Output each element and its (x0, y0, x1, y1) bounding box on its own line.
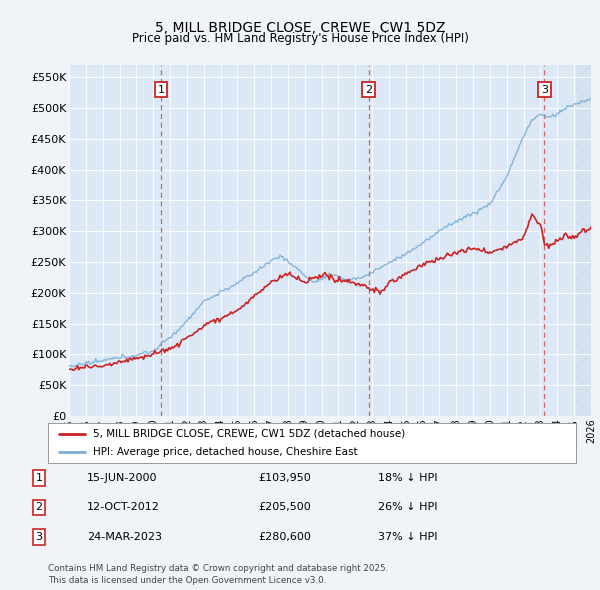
Text: 2: 2 (365, 84, 372, 94)
Text: Price paid vs. HM Land Registry's House Price Index (HPI): Price paid vs. HM Land Registry's House … (131, 32, 469, 45)
Text: 26% ↓ HPI: 26% ↓ HPI (378, 503, 437, 512)
Text: 12-OCT-2012: 12-OCT-2012 (87, 503, 160, 512)
Text: 1: 1 (157, 84, 164, 94)
Text: £280,600: £280,600 (258, 532, 311, 542)
Text: 15-JUN-2000: 15-JUN-2000 (87, 473, 157, 483)
Text: 18% ↓ HPI: 18% ↓ HPI (378, 473, 437, 483)
Text: £103,950: £103,950 (258, 473, 311, 483)
Text: 1: 1 (35, 473, 43, 483)
Text: 3: 3 (35, 532, 43, 542)
Text: Contains HM Land Registry data © Crown copyright and database right 2025.
This d: Contains HM Land Registry data © Crown c… (48, 565, 388, 585)
Text: 2: 2 (35, 503, 43, 512)
Text: 5, MILL BRIDGE CLOSE, CREWE, CW1 5DZ: 5, MILL BRIDGE CLOSE, CREWE, CW1 5DZ (155, 21, 445, 35)
Text: 37% ↓ HPI: 37% ↓ HPI (378, 532, 437, 542)
Text: HPI: Average price, detached house, Cheshire East: HPI: Average price, detached house, Ches… (93, 447, 358, 457)
Text: 3: 3 (541, 84, 548, 94)
Text: 24-MAR-2023: 24-MAR-2023 (87, 532, 162, 542)
Text: £205,500: £205,500 (258, 503, 311, 512)
Text: 5, MILL BRIDGE CLOSE, CREWE, CW1 5DZ (detached house): 5, MILL BRIDGE CLOSE, CREWE, CW1 5DZ (de… (93, 429, 405, 439)
